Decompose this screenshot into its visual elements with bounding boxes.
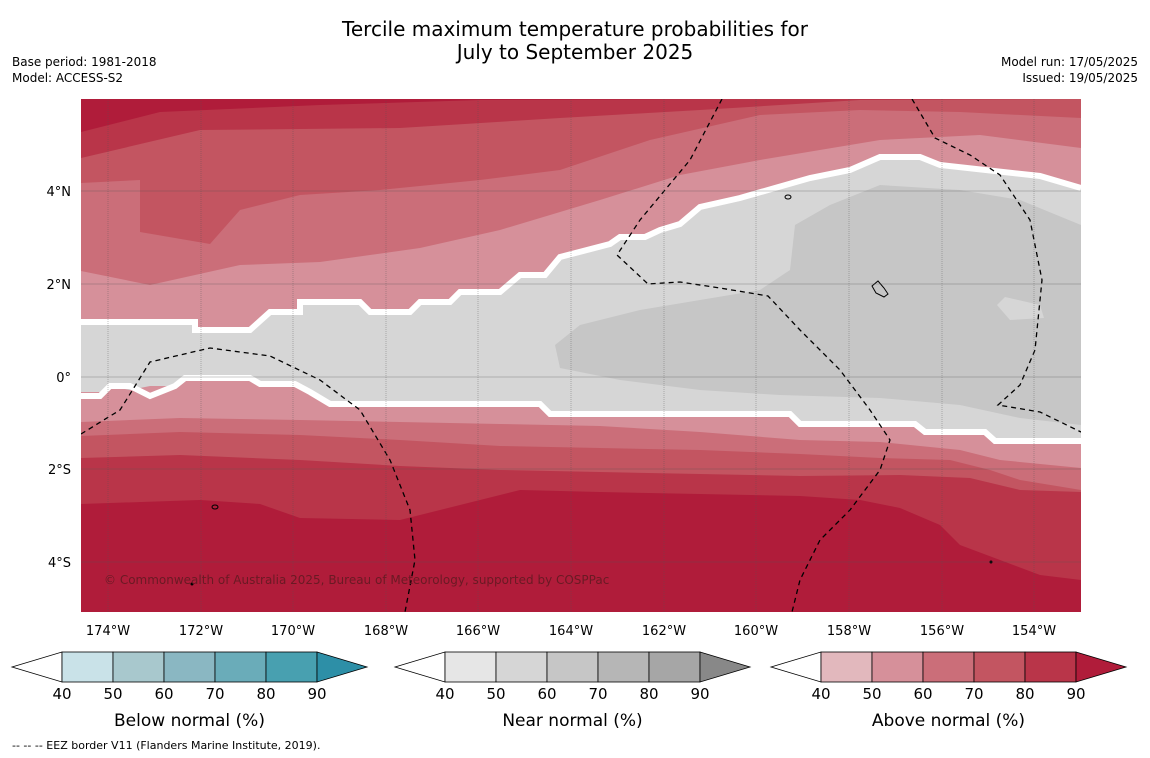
model-run-label: Model run: 17/05/2025 [1000,55,1138,69]
colorbar-tick-label: 40 [435,685,454,703]
contour-near-50-patch [997,297,1044,320]
title-line-2: July to September 2025 [456,40,694,64]
latitude-labels: 4°N 2°N 0° 2°S 4°S [47,185,72,571]
colorbar-extend-high [316,651,369,683]
colorbar-tick-label: 60 [913,685,932,703]
meta-right: Model run: 17/05/2025 Issued: 19/05/2025 [1001,54,1138,86]
colorbar-segment [871,651,924,683]
lon-tick-label: 158°W [827,624,871,639]
colorbar-tick-label: 50 [103,685,122,703]
colorbar-tick-label: 40 [811,685,830,703]
colorbar-segment [1024,651,1077,683]
lon-tick-label: 174°W [86,624,130,639]
island-outline-south [211,504,219,510]
colorbar-above-normal: 40 50 60 70 80 90 Above normal (%) [769,651,1128,731]
meta-left: Base period: 1981-2018 Model: ACCESS-S2 [12,54,157,86]
colorbar-below-normal: 40 50 60 70 80 90 Below normal (%) [10,651,369,731]
colorbar-tick-label: 90 [1066,685,1085,703]
colorbar-segment [973,651,1026,683]
contour-boundary-north [81,154,1081,333]
colorbar-tick-label: 90 [690,685,709,703]
colorbars: 40 50 60 70 80 90 Below normal (%) 40 50 60 70 80 90… [10,651,1128,731]
lon-tick-label: 172°W [179,624,223,639]
colorbar-segment [163,651,216,683]
colorbar-tick-label: 60 [154,685,173,703]
colorbar-segment [820,651,873,683]
colorbar-segment [495,651,548,683]
contour-south-90 [81,490,1081,612]
eez-border-central [616,99,891,612]
colorbar-tick-label: 50 [486,685,505,703]
contour-boundary-south [81,375,1081,444]
colorbar-tick-label: 80 [1015,685,1034,703]
lon-tick-label: 164°W [549,624,593,639]
colorbar-segment [546,651,599,683]
colorbar-tick-label: 70 [588,685,607,703]
base-period-label: Base period: 1981-2018 [12,55,157,69]
colorbar-segment [61,651,114,683]
colorbar-segment [112,651,165,683]
lon-tick-label: 170°W [271,624,315,639]
eez-border-west [81,347,416,612]
lon-tick-label: 160°W [734,624,778,639]
island-outline-small [784,194,792,200]
lat-tick-label: 4°N [47,185,72,200]
colorbar-segment [648,651,701,683]
colorbar-tick-label: 70 [205,685,224,703]
eez-border-east [911,99,1081,433]
lon-tick-label: 168°W [364,624,408,639]
colorbar-tick-label: 80 [256,685,275,703]
colorbar-segment [597,651,650,683]
eez-footnote: -- -- -- EEZ border V11 (Flanders Marine… [12,739,321,752]
colorbar-extend-low [10,651,63,683]
colorbar-tick-label: 60 [537,685,556,703]
longitude-labels: 174°W 172°W 170°W 168°W 166°W 164°W 162°W 160°W… [86,624,1056,639]
chart-title: Tercile maximum temperature probabilitie… [0,18,1150,64]
island-outline [871,280,889,298]
contour-near-60 [555,185,1081,425]
colorbar-title: Above normal (%) [872,711,1025,731]
colorbar-segment [265,651,318,683]
lon-tick-label: 166°W [456,624,500,639]
issued-label: Issued: 19/05/2025 [1022,71,1138,85]
colorbar-title: Near normal (%) [502,711,642,731]
island-dot [190,582,194,586]
colorbar-title: Below normal (%) [114,711,265,731]
title-line-1: Tercile maximum temperature probabilitie… [342,17,808,41]
colorbar-tick-label: 40 [52,685,71,703]
lon-tick-label: 162°W [642,624,686,639]
lat-tick-label: 4°S [48,556,71,571]
lat-tick-label: 0° [56,371,71,386]
colorbar-extend-low [393,651,446,683]
copyright-notice: © Commonwealth of Australia 2025, Bureau… [104,573,609,587]
colorbar-tick-label: 80 [639,685,658,703]
map-contours [81,99,1081,612]
colorbar-extend-high [699,651,752,683]
colorbar-segment [444,651,497,683]
colorbar-tick-label: 90 [307,685,326,703]
colorbar-near-normal: 40 50 60 70 80 90 Near normal (%) [393,651,752,731]
colorbar-segment [922,651,975,683]
colorbar-tick-label: 70 [964,685,983,703]
colorbar-tick-label: 50 [862,685,881,703]
colorbar-extend-low [769,651,822,683]
lon-tick-label: 156°W [920,624,964,639]
model-label: Model: ACCESS-S2 [12,71,124,85]
lon-tick-label: 154°W [1012,624,1056,639]
lat-tick-label: 2°N [47,278,72,293]
colorbar-segment [214,651,267,683]
colorbar-extend-high [1075,651,1128,683]
map-grid [81,99,1081,612]
lat-tick-label: 2°S [48,463,71,478]
